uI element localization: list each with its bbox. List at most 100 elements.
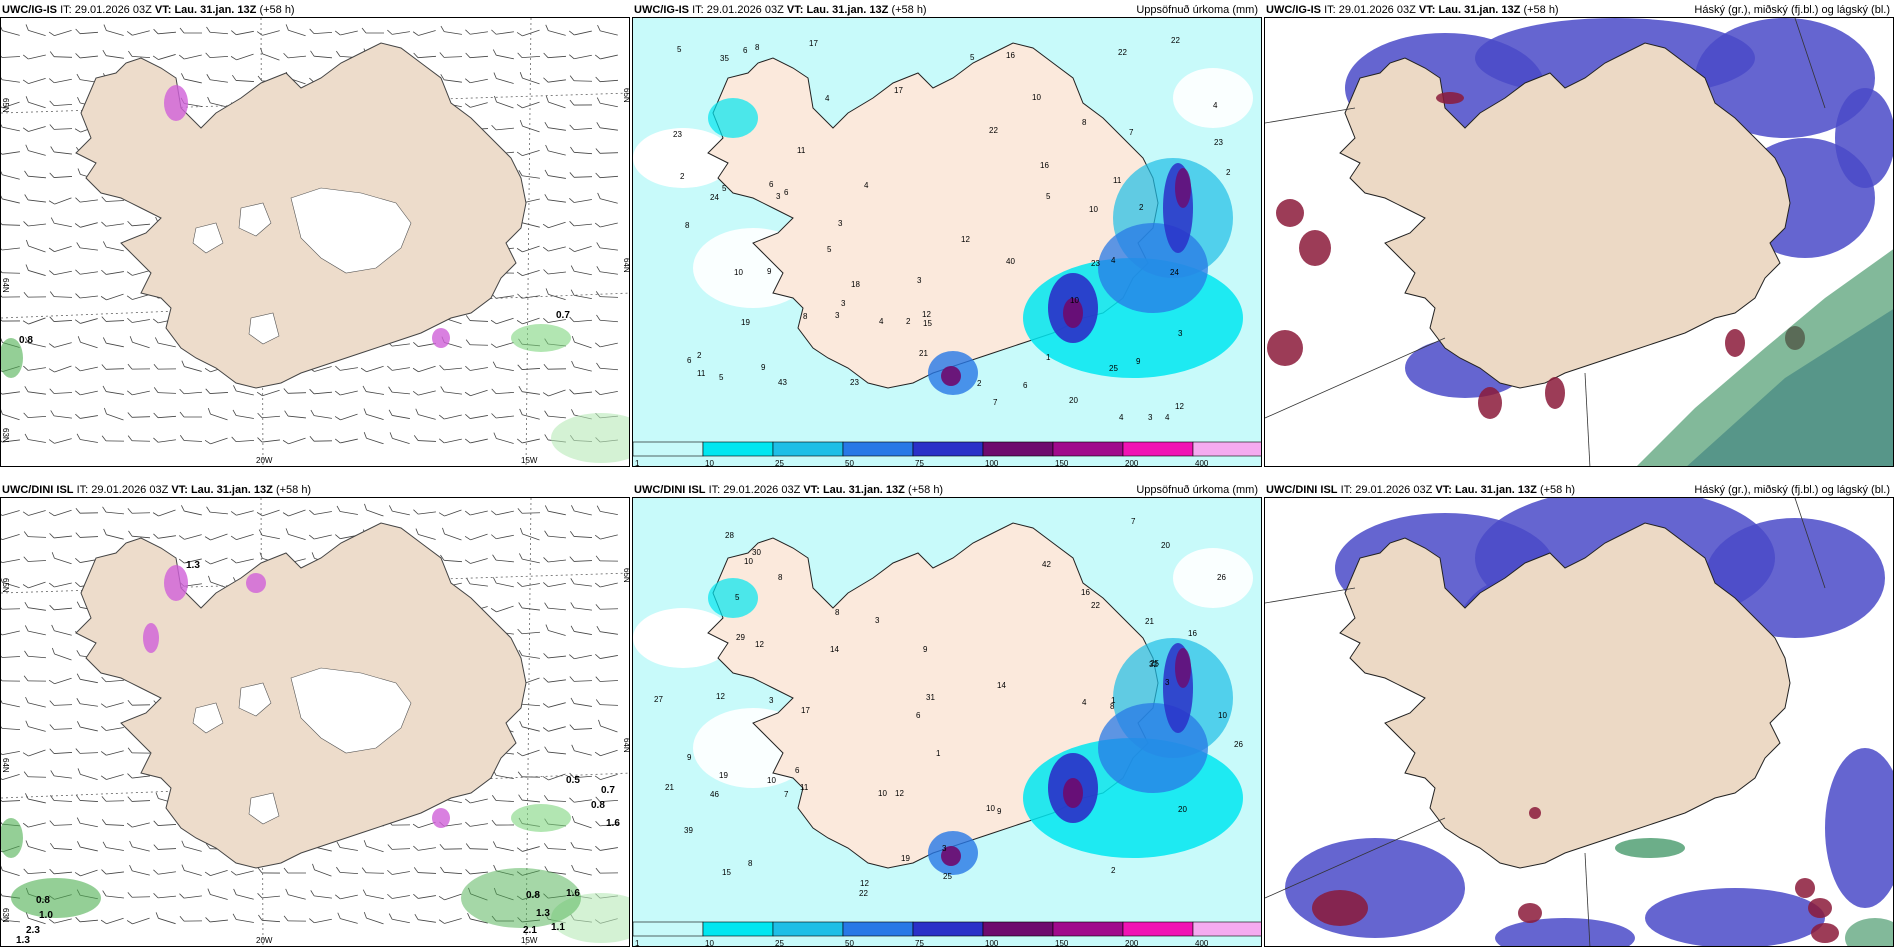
wind-barb: [26, 239, 46, 253]
wind-barb: [152, 54, 176, 60]
precip-value-label: 12: [922, 310, 931, 319]
lead-time: (+58 h): [275, 484, 312, 496]
wind-barb: [1, 24, 20, 36]
wind-barb: [467, 912, 488, 924]
precip-value-label: 24: [1170, 268, 1179, 277]
wind-barb: [153, 820, 177, 826]
glacier: [192, 222, 224, 254]
wind-barb: [23, 365, 46, 371]
wind-barb: [22, 581, 46, 589]
mid-cloud: [1835, 88, 1893, 188]
colorbar-swatch: [1052, 921, 1124, 937]
wind-barb: [102, 241, 124, 252]
high-cloud: [1436, 92, 1464, 104]
wind-barb: [595, 845, 618, 851]
axis-label-63n: 63N: [1, 428, 10, 443]
axis-label-65n: 65N: [1, 578, 10, 593]
colorbar-swatch: [912, 921, 984, 937]
wind-barb: [465, 339, 489, 346]
wind-barb: [544, 505, 566, 516]
wind-barb: [77, 721, 98, 732]
vt-value: Lau. 31.jan. 13Z: [806, 4, 889, 16]
wind-barb: [77, 336, 98, 349]
wind-barb: [207, 96, 228, 108]
precip-value-label: 2: [906, 317, 911, 326]
wind-barb: [388, 386, 410, 395]
wind-barb: [1, 291, 21, 298]
wind-barb: [205, 388, 229, 394]
glacier: [238, 202, 272, 237]
wind-barb: [179, 27, 203, 34]
precip-value-label: 9: [923, 645, 928, 654]
wind-barb: [74, 222, 98, 228]
wind-barb: [596, 242, 618, 251]
panel-header: UWC/IG-IS IT: 29.01.2026 03Z VT: Lau. 31…: [2, 3, 626, 17]
wind-barb: [25, 793, 46, 804]
wind-barb: [544, 169, 566, 179]
wind-barb: [76, 794, 99, 802]
precip-value-label: 1: [1046, 353, 1051, 362]
precip-value-label: 16: [1188, 629, 1197, 638]
glacier: [248, 792, 280, 825]
wind-barb: [569, 531, 593, 538]
wind-barb: [103, 528, 124, 540]
wind-barb: [258, 914, 281, 923]
iceland-landmass: [1339, 522, 1791, 869]
wind-barb: [129, 864, 150, 876]
high-cloud: [1299, 230, 1331, 266]
wind-barb: [596, 314, 619, 323]
colorbar-tick-label: 75: [915, 459, 924, 467]
wind-barb: [361, 867, 385, 874]
wind-barb: [363, 840, 384, 853]
it-value: 29.01.2026 03Z: [74, 4, 152, 16]
wind-barb: [389, 432, 410, 445]
wind-barb: [516, 29, 540, 37]
wind-barb: [596, 122, 618, 131]
wind-barb: [153, 363, 177, 370]
wind-barb: [466, 578, 488, 587]
wind-barb: [204, 533, 228, 541]
vt-label: VT:: [154, 4, 172, 16]
precip-value-label: 46: [710, 790, 719, 799]
wind-barb: [545, 24, 566, 36]
wind-barb: [517, 581, 540, 587]
wind-barb: [492, 577, 514, 588]
wind-barb: [465, 29, 488, 35]
colorbar-swatch: [633, 441, 704, 457]
low-cloud: [1687, 309, 1893, 466]
wind-barb: [75, 269, 98, 275]
high-cloud: [1725, 329, 1745, 357]
precip-value-label: 22: [989, 126, 998, 135]
wind-barb: [335, 365, 358, 371]
precip-value-label: 10: [878, 789, 887, 798]
vt-value: Lau. 31.jan. 13Z: [190, 484, 273, 496]
wind-barb: [230, 53, 254, 61]
low-cloud: [1845, 918, 1893, 946]
panel-header: UWC/DINI ISL IT: 29.01.2026 03Z VT: Lau.…: [2, 483, 626, 497]
colorbar-tick-label: 200: [1125, 939, 1139, 947]
wind-barb: [334, 894, 358, 900]
cloud-map: [1264, 497, 1894, 947]
wind-barb: [569, 316, 593, 323]
axis-label-63n: 63N: [1, 908, 10, 923]
wind-barb: [570, 697, 592, 707]
colorbar-tick-label: 150: [1055, 459, 1069, 467]
mid-cloud: [1285, 838, 1465, 938]
cloud-map-svg: [1265, 498, 1893, 946]
precip-value-label: 16: [1040, 161, 1049, 170]
wind-barb: [516, 101, 540, 109]
precip-value-label: 10: [1089, 205, 1098, 214]
precip-value-label: 22: [1171, 36, 1180, 45]
it-label: IT:: [1340, 484, 1353, 496]
wind-barb: [595, 604, 619, 610]
wind-barb: [49, 868, 73, 875]
wind-barb: [74, 390, 98, 396]
colorbar-tick-label: 50: [845, 459, 854, 467]
precip-zone: [941, 366, 961, 386]
wind-barb: [23, 675, 47, 682]
wind-barb: [491, 124, 514, 131]
mid-cloud: [1495, 918, 1635, 946]
wind-barb: [153, 28, 176, 35]
precip-value-label: 12: [1175, 402, 1184, 411]
precip-value-label: 8: [1110, 702, 1115, 711]
